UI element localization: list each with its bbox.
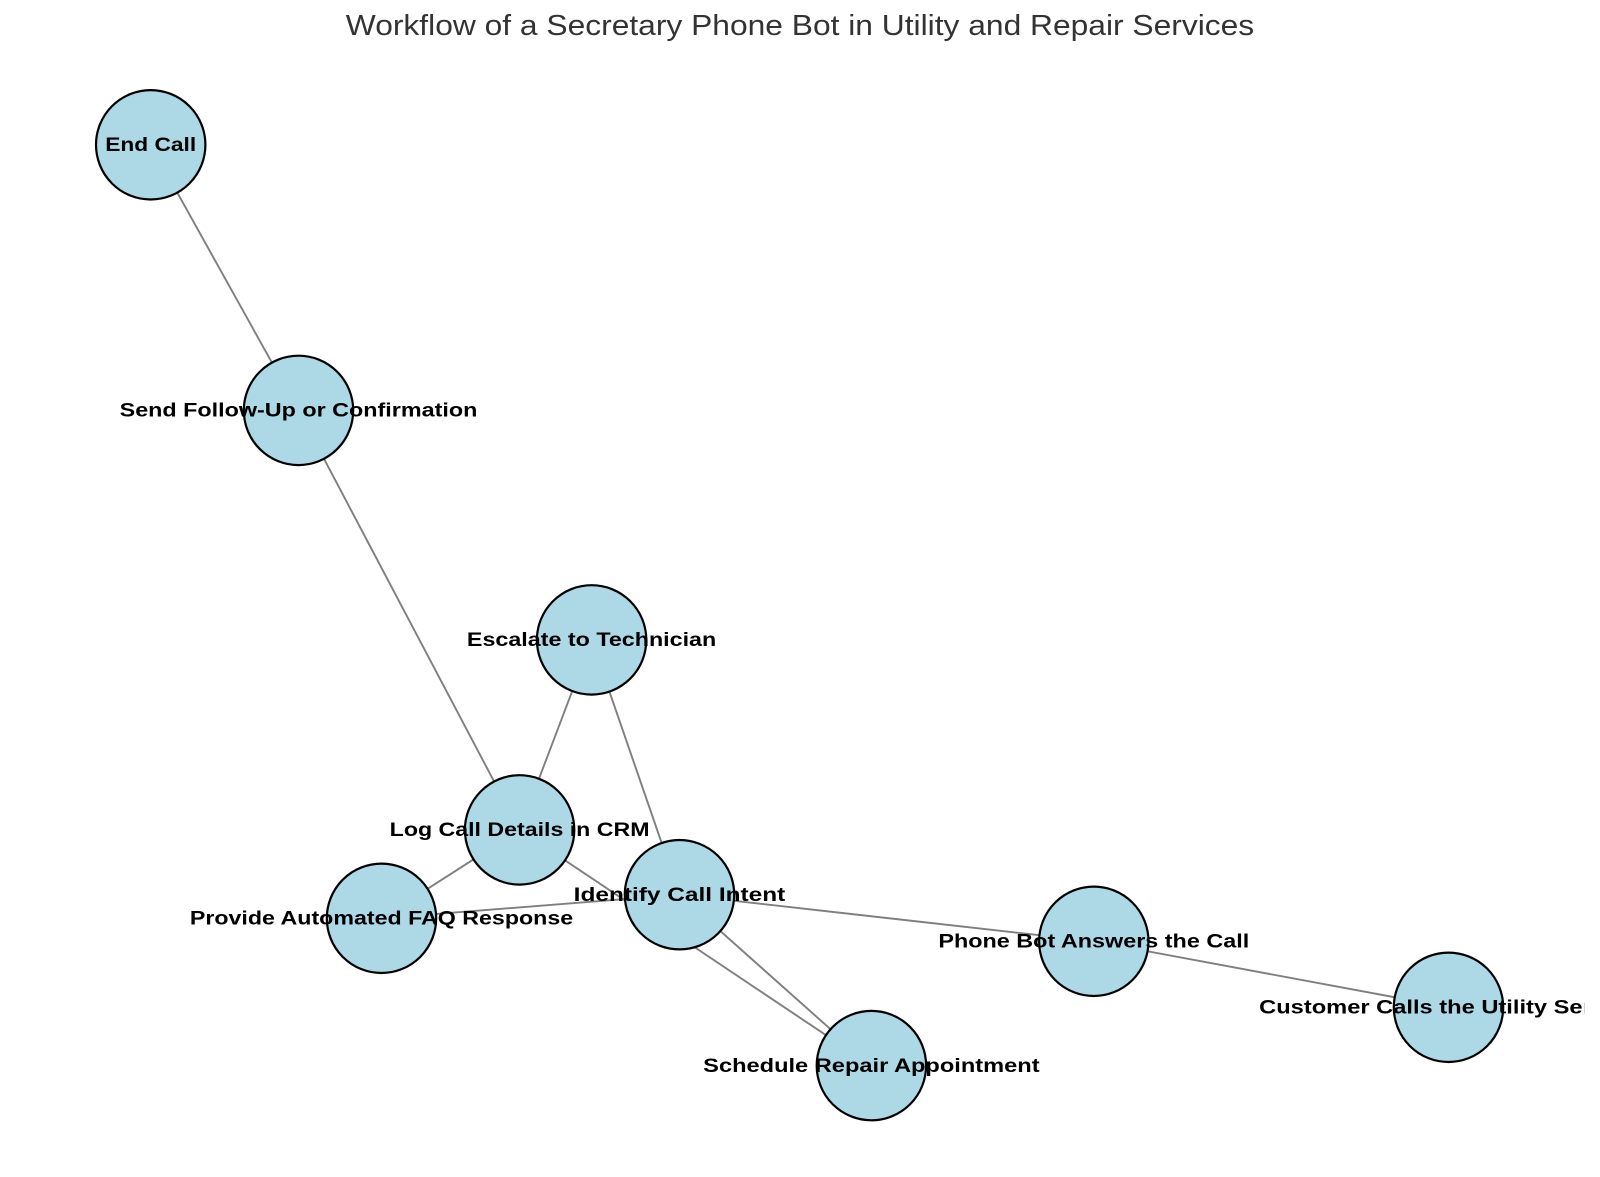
svg-text:Log Call Details in CRM: Log Call Details in CRM [390,819,650,841]
svg-text:Identify Call Intent: Identify Call Intent [574,884,786,906]
svg-text:Provide Automated FAQ Response: Provide Automated FAQ Response [190,908,573,930]
svg-text:Send Follow-Up or Confirmation: Send Follow-Up or Confirmation [120,400,478,422]
svg-text:Customer Calls the Utility Ser: Customer Calls the Utility Service [1259,997,1600,1019]
svg-text:Schedule Repair Appointment: Schedule Repair Appointment [703,1055,1040,1077]
svg-text:Phone Bot Answers the Call: Phone Bot Answers the Call [938,931,1249,953]
svg-text:Escalate to Technician: Escalate to Technician [467,629,716,651]
svg-text:End Call: End Call [105,134,196,156]
svg-text:Workflow of a Secretary Phone: Workflow of a Secretary Phone Bot in Uti… [346,9,1254,41]
